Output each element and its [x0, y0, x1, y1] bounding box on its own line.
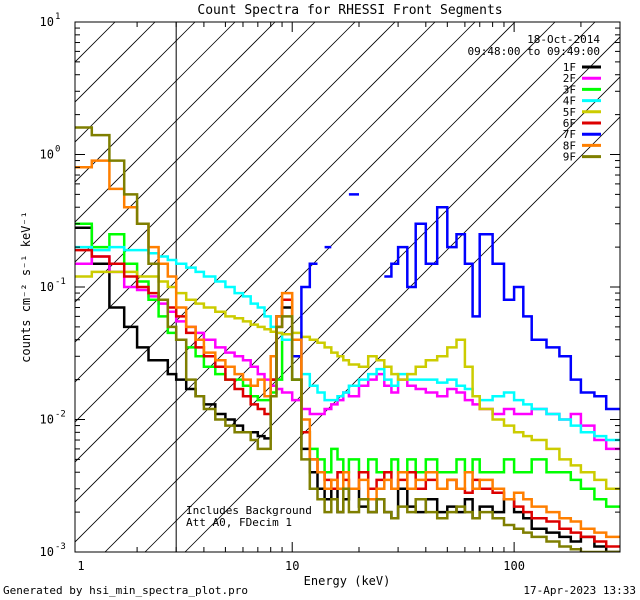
spectra-series-group [75, 126, 620, 552]
y-axis-label: counts cm⁻² s⁻¹ keV⁻¹ [19, 211, 33, 363]
time-range-label: 09:48:00 to 09:49:00 [468, 45, 600, 58]
legend-label-4F: 4F [563, 95, 576, 108]
legend-label-8F: 8F [563, 139, 576, 152]
hatch-line [75, 22, 516, 463]
y-tick-exponent: 0 [55, 145, 60, 155]
x-tick-label: 10 [285, 559, 299, 573]
hatch-line [75, 22, 596, 543]
footer-generated-by: Generated by hsi_min_spectra_plot.pro [3, 584, 248, 597]
y-tick-label: 10 [40, 280, 54, 294]
hatch-line [75, 22, 356, 303]
legend-label-3F: 3F [563, 83, 576, 96]
annotation-attenuator: Att A0, FDecim 1 [186, 516, 292, 529]
legend-label-6F: 6F [563, 117, 576, 130]
chart-title: Count Spectra for RHESSI Front Segments [197, 3, 502, 18]
hatch-line [75, 22, 316, 263]
hatch-line [75, 22, 396, 343]
hatch-line [75, 22, 276, 223]
hatch-line [75, 22, 476, 423]
hatch-line [75, 22, 76, 23]
series-6F-line [75, 248, 620, 548]
y-tick-exponent: 1 [55, 12, 60, 22]
hatch-line [75, 22, 556, 503]
hatch-line [75, 22, 236, 183]
date-label: 18-Oct-2014 [527, 33, 600, 46]
series-4F-line [75, 245, 620, 442]
x-axis-label: Energy (keV) [304, 574, 391, 588]
series-8F-line [75, 159, 620, 539]
legend-label-5F: 5F [563, 106, 576, 119]
legend-label-7F: 7F [563, 128, 576, 141]
y-tick-exponent: -1 [55, 277, 66, 287]
hatch-line [75, 22, 196, 143]
y-tick-label: 10 [40, 545, 54, 559]
legend-label-9F: 9F [563, 151, 576, 164]
legend-label-2F: 2F [563, 72, 576, 85]
series-2F-line [75, 255, 620, 451]
x-tick-label: 100 [503, 559, 525, 573]
x-tick-label: 1 [77, 559, 84, 573]
legend-label-1F: 1F [563, 61, 576, 74]
y-tick-exponent: -3 [55, 542, 66, 552]
series-9F-line [75, 126, 620, 552]
footer-timestamp: 17-Apr-2023 13:33 [523, 584, 636, 597]
series-5F-line [75, 270, 620, 491]
hatch-line [184, 116, 620, 552]
annotation-background: Includes Background [186, 504, 312, 517]
series-7F-line [292, 193, 620, 411]
y-tick-exponent: -2 [55, 410, 66, 420]
hatch-line [75, 22, 116, 63]
y-tick-label: 10 [40, 148, 54, 162]
hatch-line [104, 36, 620, 552]
y-tick-label: 10 [40, 413, 54, 427]
y-tick-label: 10 [40, 15, 54, 29]
